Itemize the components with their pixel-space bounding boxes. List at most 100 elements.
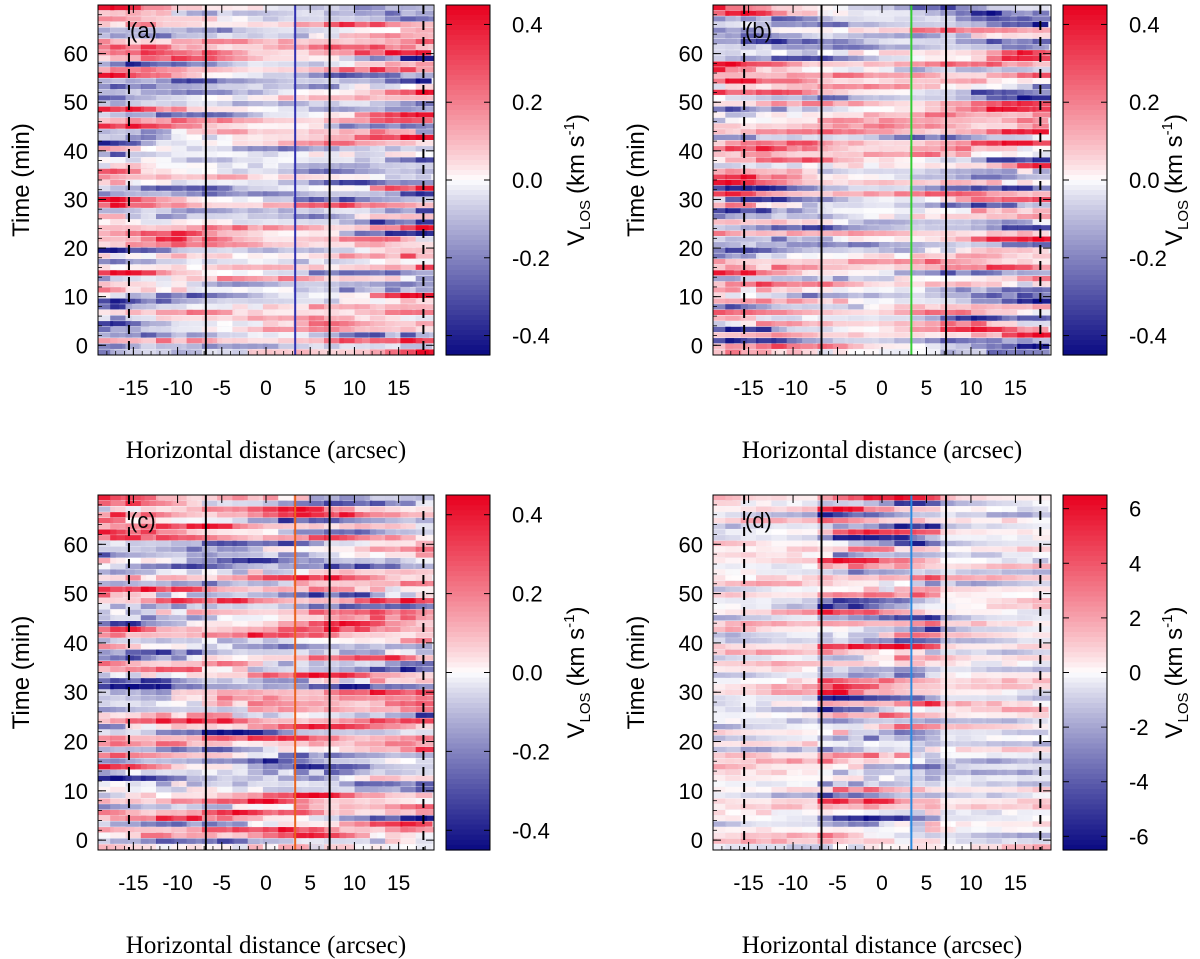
colorbar-label-exp: -1 [561, 614, 578, 627]
colorbar-segment [1063, 65, 1107, 71]
colorbar-segment [446, 195, 490, 201]
colorbar-tick-label: -0.2 [512, 246, 550, 271]
colorbar-segment [446, 560, 490, 567]
colorbar-segment [1063, 515, 1107, 521]
colorbar-segment [446, 20, 490, 26]
x-axis-label: Horizontal distance (arcsec) [126, 437, 406, 464]
colorbar-segment [446, 100, 490, 106]
colorbar-segment [1063, 824, 1107, 831]
colorbar-segment [1063, 245, 1107, 251]
colorbar-segment [1063, 250, 1107, 256]
colorbar-segment [1063, 85, 1107, 91]
colorbar-tick-label: -0.2 [512, 739, 550, 764]
colorbar-segment [446, 125, 490, 131]
colorbar-segment [1063, 631, 1107, 638]
colorbar-segment [446, 500, 490, 506]
x-tick-label: 10 [343, 377, 366, 400]
colorbar-segment [1063, 637, 1107, 643]
colorbar-segment [1063, 80, 1107, 86]
colorbar-tick-label: 0 [1129, 661, 1141, 686]
colorbar-segment [1063, 315, 1107, 321]
colorbar-segment [1063, 743, 1107, 750]
colorbar-segment [446, 335, 490, 341]
colorbar-segment [446, 135, 490, 141]
colorbar-segment [446, 581, 490, 587]
colorbar-segment [446, 265, 490, 271]
colorbar-label-units: (km s [563, 135, 590, 194]
colorbar-segment [1063, 125, 1107, 131]
colorbar-segment [1063, 616, 1107, 623]
colorbar-segment [446, 60, 490, 66]
colorbar-segment [1063, 657, 1107, 663]
colorbar-segment [1063, 20, 1107, 26]
colorbar-segment [446, 748, 490, 755]
y-axis-label: Time (min) [8, 123, 35, 237]
y-tick-label: 30 [679, 680, 703, 705]
x-tick-label: 5 [304, 377, 316, 400]
colorbar-segment [1063, 40, 1107, 46]
heatmap-image [98, 5, 434, 355]
colorbar-segment [446, 205, 490, 211]
colorbar-segment [446, 50, 490, 56]
colorbar-segment [1063, 340, 1107, 346]
colorbar-segment [1063, 581, 1107, 587]
colorbar-segment [1063, 45, 1107, 51]
colorbar-segment [1063, 677, 1107, 684]
x-tick-label: -10 [778, 872, 808, 895]
colorbar-segment [1063, 310, 1107, 316]
colorbar-label-exp: -1 [1159, 122, 1176, 135]
colorbar-label-close: ) [563, 606, 590, 614]
colorbar-segment [1063, 155, 1107, 161]
colorbar-segment [1063, 275, 1107, 281]
colorbar-segment [446, 175, 490, 181]
colorbar-segment [446, 270, 490, 276]
colorbar-segment [446, 345, 490, 351]
colorbar-segment [1063, 115, 1107, 121]
colorbar-segment [1063, 626, 1107, 633]
y-tick-label: 60 [64, 532, 88, 557]
colorbar-tick-label: 0.0 [512, 661, 543, 686]
colorbar-segment [1063, 25, 1107, 31]
x-tick-label: 15 [1004, 872, 1027, 895]
y-axis-label: Time (min) [623, 123, 650, 237]
colorbar-segment [1063, 150, 1107, 156]
colorbar-segment [1063, 697, 1107, 704]
colorbar-segment [1063, 285, 1107, 291]
colorbar-segment [1063, 330, 1107, 336]
colorbar-segment [1063, 210, 1107, 216]
x-tick-label: 15 [387, 377, 410, 400]
panel-b: -15 -10 -5 0 5 10 15 0 10 20 30 40 50 60 (b) Horizontal… [623, 4, 1192, 464]
colorbar-segment [446, 626, 490, 633]
colorbar-segment [446, 763, 490, 770]
colorbar-segment [1063, 510, 1107, 516]
x-tick-label: -10 [778, 377, 808, 400]
y-tick-label: 10 [64, 285, 88, 310]
colorbar-tick-label: 0.2 [1129, 90, 1160, 115]
colorbar-segment [1063, 784, 1107, 790]
y-tick-label: 40 [679, 631, 703, 656]
colorbar-segment [1063, 75, 1107, 81]
colorbar-segment [1063, 652, 1107, 658]
colorbar-label-close: ) [1161, 114, 1188, 122]
colorbar-tick-label: 0.4 [1129, 12, 1160, 37]
x-tick-label: 15 [387, 872, 410, 895]
colorbar-label: VLOS (km s-1) [1159, 114, 1192, 246]
colorbar-segment [446, 773, 490, 780]
x-tick-label: -5 [828, 872, 847, 895]
colorbar-segment [446, 844, 490, 851]
heatmap-image [713, 495, 1051, 850]
x-tick-label: 5 [921, 377, 933, 400]
colorbar-tick-label: 0.2 [512, 582, 543, 607]
colorbar-segment [446, 245, 490, 251]
colorbar-segment [446, 611, 490, 618]
colorbar-segment [1063, 545, 1107, 552]
colorbar-segment [446, 540, 490, 547]
colorbar-segment [446, 285, 490, 291]
colorbar-tick-label: 6 [1129, 497, 1141, 522]
colorbar-segment [446, 25, 490, 31]
colorbar-segment [446, 505, 490, 511]
colorbar-tick-label: 0.2 [512, 90, 543, 115]
colorbar-label-close: ) [1161, 606, 1188, 614]
colorbar-segment [446, 120, 490, 126]
